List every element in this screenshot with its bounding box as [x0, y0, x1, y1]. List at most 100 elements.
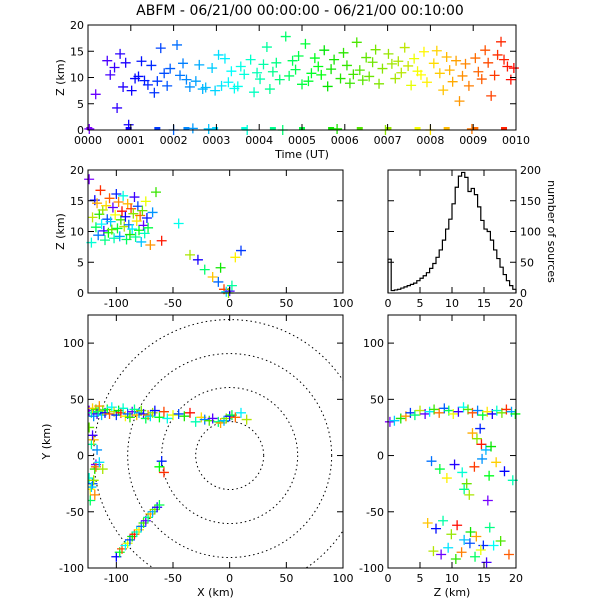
source-mark — [434, 464, 445, 475]
source-mark — [491, 457, 502, 468]
source-mark — [361, 52, 372, 63]
source-mark — [90, 89, 101, 100]
source-mark — [482, 406, 493, 417]
source-mark — [383, 48, 394, 59]
source-mark — [476, 439, 487, 450]
source-mark — [223, 77, 234, 88]
source-mark — [158, 467, 169, 478]
source-mark — [467, 428, 478, 439]
source-mark — [88, 475, 99, 486]
x-y-ytick-label: -100 — [59, 562, 84, 575]
source-mark — [502, 61, 513, 72]
source-mark — [431, 45, 442, 56]
source-mark — [102, 404, 113, 415]
source-mark — [287, 55, 298, 66]
source-mark — [484, 522, 495, 533]
range-rings — [93, 319, 343, 568]
source-mark — [147, 506, 158, 517]
source-mark — [306, 68, 317, 79]
z-histogram-ytick-label: 100 — [520, 226, 541, 239]
source-mark — [120, 211, 131, 222]
x-z-xtick-label: -100 — [104, 297, 129, 310]
z-y-ytick-label: 50 — [370, 393, 384, 406]
source-mark — [441, 473, 452, 484]
source-mark — [213, 416, 224, 427]
x-z-ytick-label: 10 — [70, 226, 84, 239]
source-mark — [271, 57, 282, 68]
source-mark — [104, 193, 115, 204]
source-mark — [483, 57, 494, 68]
source-mark — [264, 84, 275, 95]
source-mark — [131, 410, 142, 421]
source-mark — [149, 405, 160, 416]
z-histogram-ytick-label: 200 — [520, 164, 541, 177]
source-mark — [252, 67, 263, 78]
time-projection-mark — [472, 127, 479, 130]
z-y-xtick-label: 5 — [417, 572, 424, 585]
source-mark — [357, 75, 368, 86]
source-mark — [456, 547, 467, 558]
source-mark — [496, 36, 507, 47]
source-mark — [374, 78, 385, 89]
source-mark — [510, 408, 521, 419]
source-mark — [459, 484, 470, 495]
source-mark — [245, 54, 256, 65]
source-mark — [443, 542, 454, 553]
source-mark — [84, 174, 95, 185]
source-mark — [505, 74, 516, 85]
source-mark — [168, 410, 178, 421]
x-z-xtick-label: -50 — [164, 297, 182, 310]
source-mark — [297, 79, 307, 90]
histogram-line — [387, 171, 517, 293]
source-mark — [158, 406, 169, 417]
z-histogram-xtick-label: 15 — [477, 297, 491, 310]
source-mark — [219, 415, 229, 426]
time-height-ytick-label: 20 — [70, 19, 84, 32]
source-mark — [129, 192, 140, 203]
source-mark — [236, 407, 246, 418]
source-mark — [309, 53, 320, 64]
source-mark — [207, 272, 218, 283]
source-mark — [452, 520, 463, 531]
x-y-xtick-label: -100 — [104, 572, 129, 585]
source-mark — [134, 407, 144, 418]
z-y-xlabel: Z (km) — [434, 586, 471, 599]
source-mark — [489, 70, 500, 81]
source-mark — [470, 551, 481, 562]
source-mark — [503, 549, 514, 560]
z-y-ytick-label: -50 — [366, 506, 384, 519]
source-mark — [92, 408, 103, 419]
source-mark — [110, 209, 121, 220]
source-mark — [267, 66, 278, 77]
source-mark — [90, 222, 101, 233]
x-z-frame — [87, 169, 344, 294]
source-mark — [194, 59, 205, 70]
source-mark — [447, 76, 458, 87]
source-mark — [88, 434, 99, 445]
source-mark — [403, 60, 414, 71]
x-z-points — [84, 174, 246, 298]
source-mark — [156, 456, 167, 467]
source-mark — [478, 540, 489, 551]
source-mark — [428, 58, 439, 69]
source-mark — [495, 536, 506, 547]
source-mark — [226, 66, 237, 77]
source-mark — [97, 464, 108, 475]
range-ring — [195, 421, 265, 491]
source-mark — [420, 408, 431, 419]
source-mark — [313, 61, 324, 72]
source-mark — [213, 276, 224, 287]
x-y-ytick-label: 100 — [63, 337, 84, 350]
source-mark — [143, 410, 154, 421]
source-mark — [481, 557, 492, 568]
source-mark — [415, 405, 425, 416]
source-mark — [101, 200, 112, 211]
source-mark — [348, 69, 359, 80]
source-mark — [120, 540, 131, 551]
source-mark — [319, 45, 330, 56]
source-mark — [199, 264, 210, 275]
source-mark — [322, 81, 333, 92]
source-mark — [89, 489, 100, 500]
source-mark — [377, 63, 388, 74]
source-mark — [147, 407, 158, 418]
